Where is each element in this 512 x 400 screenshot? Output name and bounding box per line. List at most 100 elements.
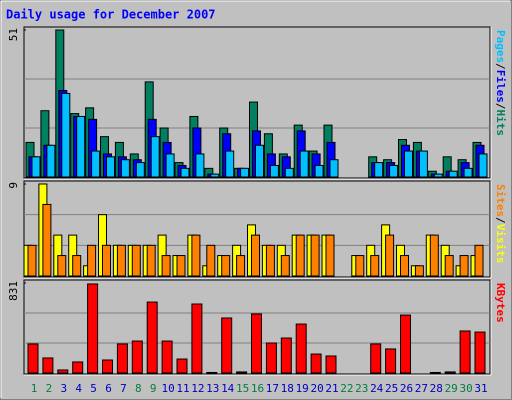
bar [325,234,335,277]
x-tick-label: 20 [310,382,323,395]
bar [236,255,246,277]
x-tick-label: 8 [135,382,142,395]
bar [310,353,322,374]
x-tick-label: 1 [31,382,38,395]
bar [146,301,158,374]
bar [474,331,486,374]
bar [161,340,173,374]
bar [459,255,469,277]
bar [102,244,111,277]
bar [478,153,488,178]
x-tick-label: 6 [105,382,112,395]
bar [448,170,458,178]
bar [116,343,128,374]
bar [180,167,190,178]
bar [251,234,260,277]
bar [314,164,324,178]
bar [206,244,216,277]
bar [284,167,294,178]
x-tick-label: 22 [340,382,353,395]
bar [265,342,277,374]
x-tick-label: 17 [266,382,279,395]
bar [42,203,52,277]
bar [389,164,399,178]
bar [191,234,201,277]
x-tick-label: 19 [296,382,309,395]
bar [91,150,101,178]
bar [195,153,205,178]
bar [150,136,160,178]
bar [251,313,262,374]
y-tick-label: 831 [7,281,20,301]
x-tick-label: 29 [445,382,458,395]
bar [400,314,411,374]
bar [404,150,413,178]
bar [429,234,439,277]
legend-entry: Visits [494,224,507,264]
bar [135,162,145,178]
bar [146,244,156,277]
x-tick-label: 11 [176,382,189,395]
bar [76,115,86,178]
bar [161,255,171,277]
bar [370,343,382,374]
bar [400,255,409,277]
bar [131,340,143,374]
bar [459,330,471,374]
bar [42,357,54,374]
bar [280,255,290,277]
bar [418,150,428,178]
bar [176,358,188,374]
legend: Pages/Files/Hits [494,30,507,136]
bar [444,255,454,277]
bar [225,150,235,178]
bar [325,355,337,374]
x-tick-label: 7 [120,382,127,395]
bar [433,173,443,178]
legend-separator: / [494,103,507,110]
bar [176,255,186,277]
x-tick-label: 14 [221,382,235,395]
x-tick-label: 26 [400,382,413,395]
bar [240,167,250,178]
bar [57,369,69,374]
y-tick-label: 51 [7,28,20,41]
bar [463,167,473,178]
bar [106,156,115,178]
bar [206,371,218,374]
bar [87,244,97,277]
bar [61,92,71,178]
bar [269,164,279,178]
bar [31,156,41,178]
bar [131,244,141,277]
bar [27,244,37,277]
chart-title: Daily usage for December 2007 [6,8,216,22]
x-tick-label: 2 [46,382,53,395]
bar [329,159,339,178]
x-tick-label: 21 [325,382,338,395]
x-tick-label: 27 [415,382,428,395]
legend-entry: Sites [494,184,507,217]
x-tick-label: 18 [281,382,294,395]
bar [370,255,380,277]
bar [429,371,441,374]
bar [385,234,395,277]
x-tick-label: 3 [60,382,67,395]
bar [444,371,456,374]
bar [72,361,84,374]
x-tick-label: 10 [161,382,174,395]
y-tick-label: 9 [7,182,20,189]
bar [280,337,292,374]
x-tick-label: 12 [191,382,204,395]
bar [87,283,99,374]
bar [265,244,275,277]
legend-entry: KBytes [494,283,507,323]
bar [295,323,307,374]
bar [72,255,82,277]
x-tick-label: 13 [206,382,219,395]
bar [221,317,233,374]
x-tick-label: 4 [75,382,82,395]
legend: Sites/Visits [494,184,507,264]
x-tick-label: 23 [355,382,368,395]
